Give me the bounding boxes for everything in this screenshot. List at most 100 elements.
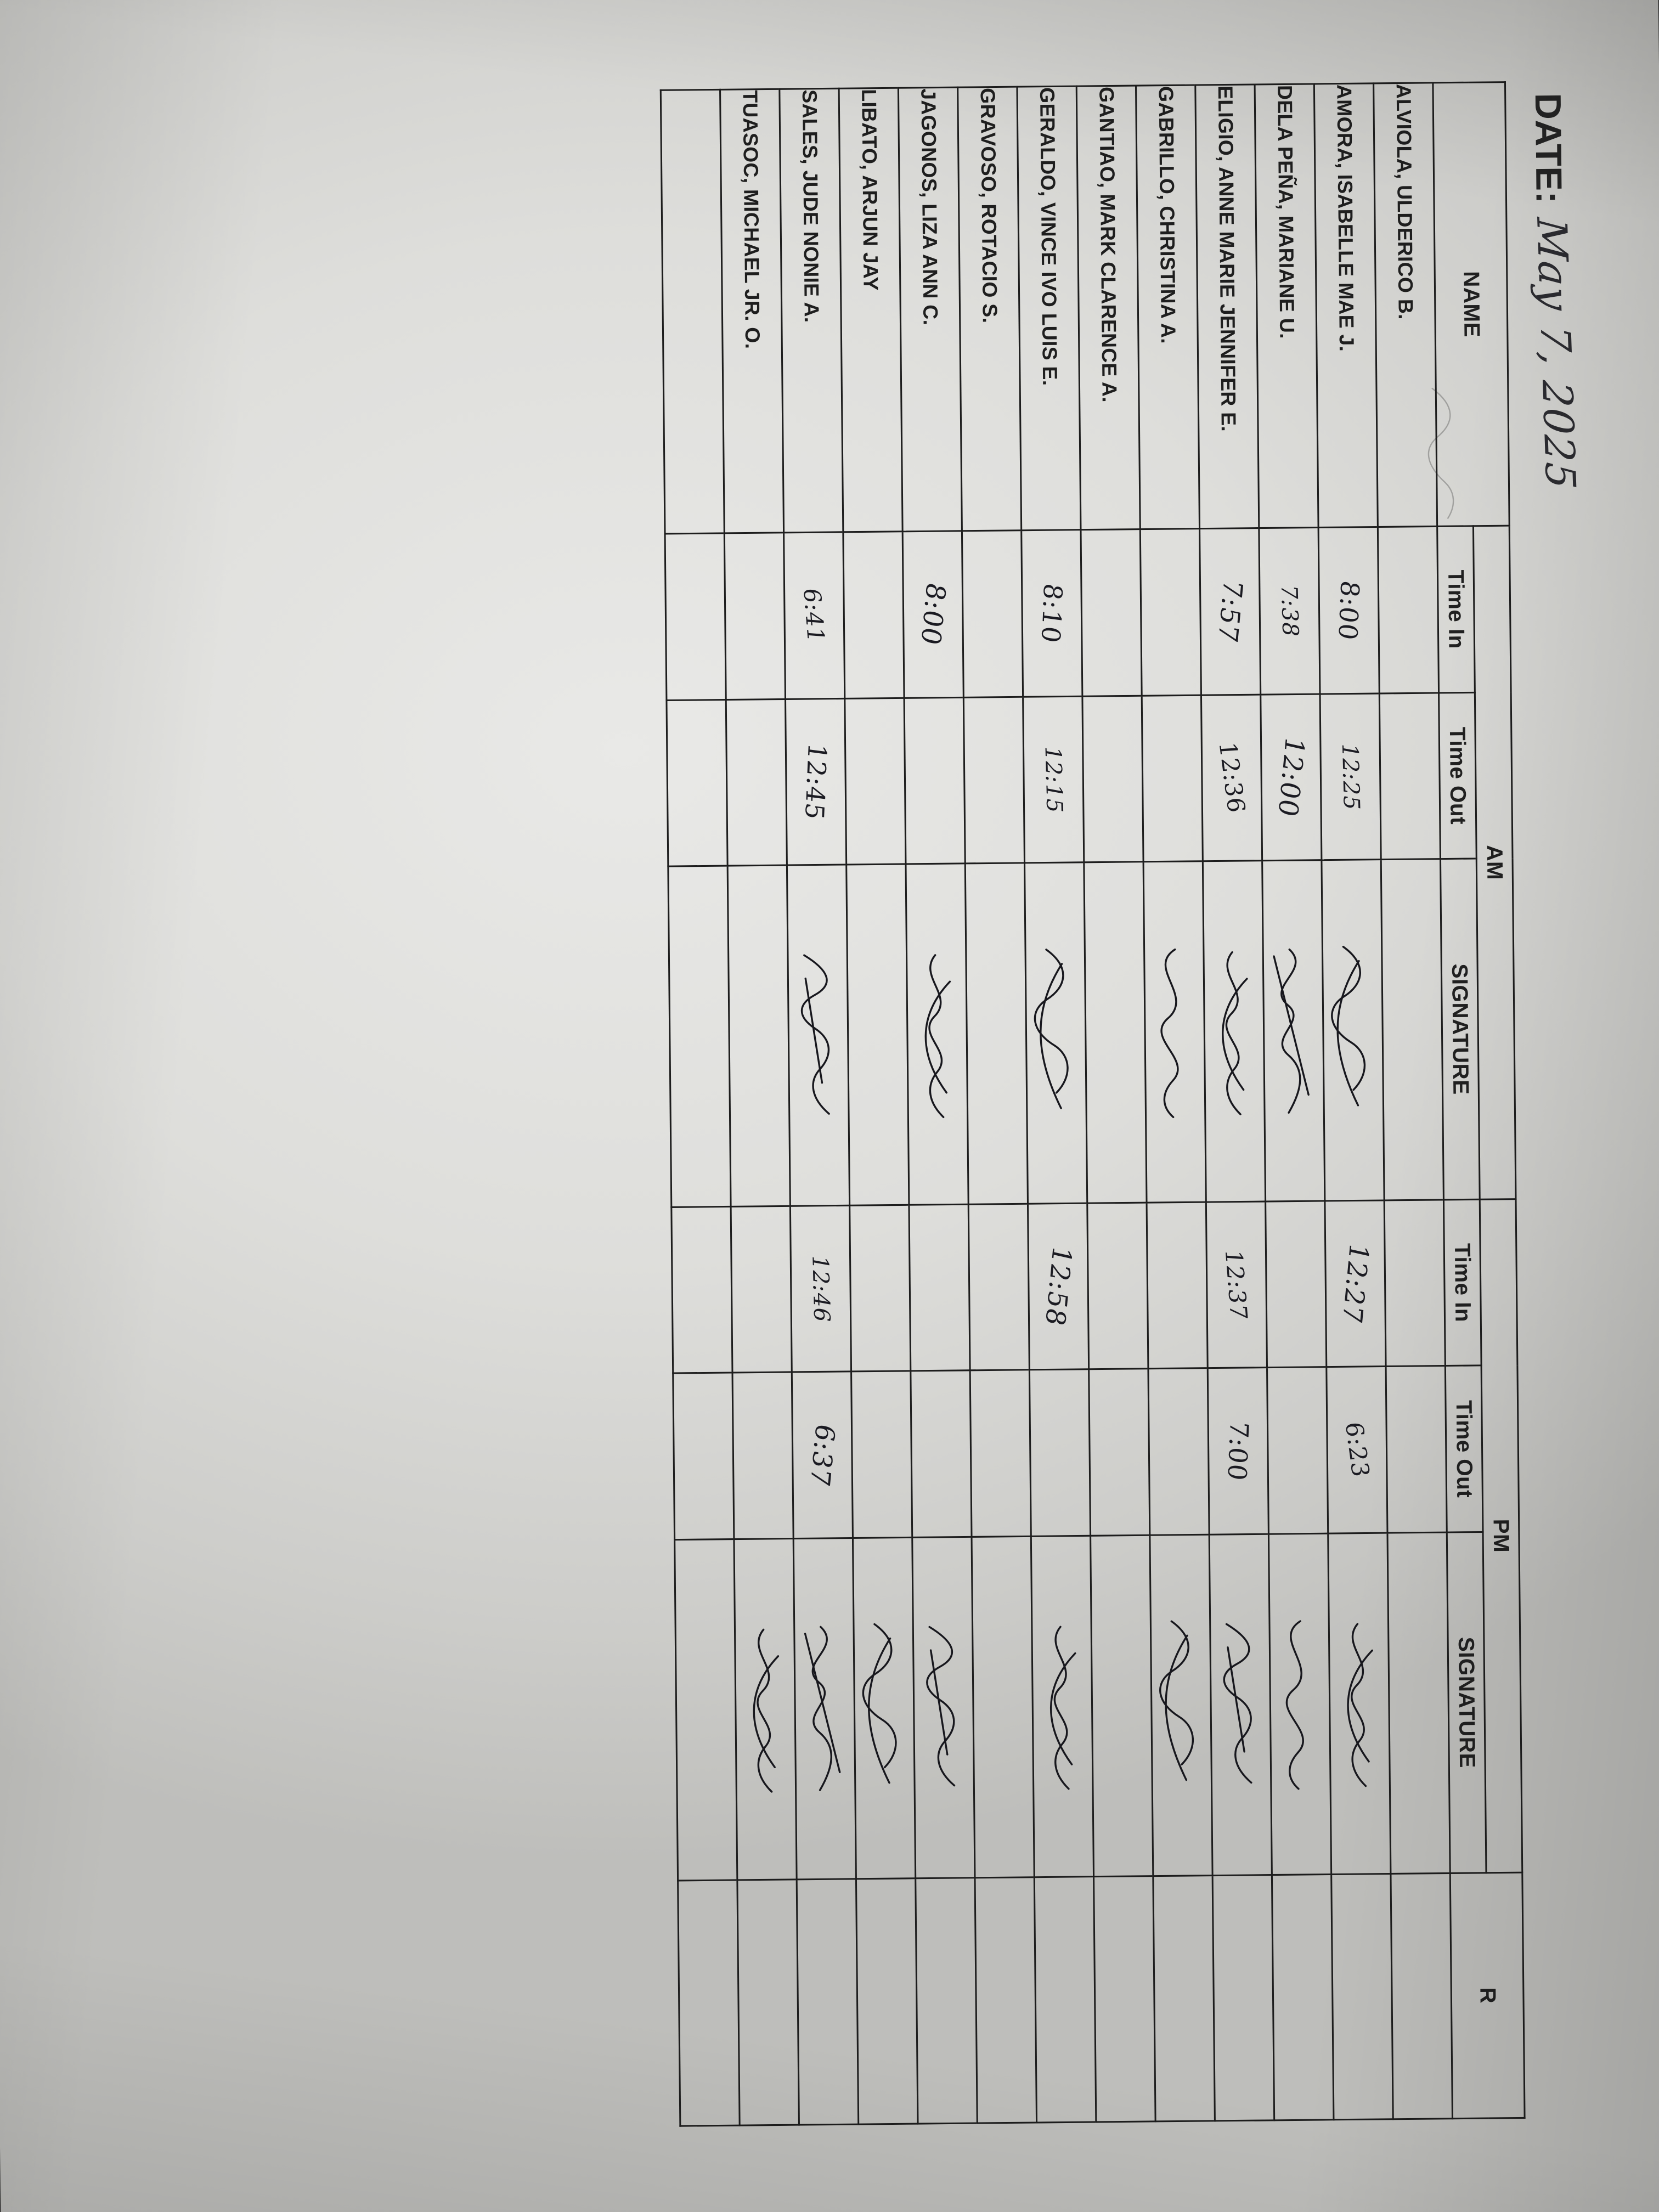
- cell-pm-out: [1386, 1365, 1447, 1533]
- handwritten-time: 7:38: [1276, 582, 1304, 640]
- cell-pm-out: 6:37: [792, 1372, 853, 1539]
- handwritten-signature: [1273, 1612, 1326, 1796]
- cell-am-sig: [1262, 860, 1325, 1201]
- cell-am-sig: [787, 865, 850, 1206]
- handwritten-signature: [1327, 938, 1379, 1122]
- cell-am-out: [844, 697, 906, 865]
- cell-am-in: [724, 532, 786, 700]
- header-name: NAME: [1432, 82, 1510, 527]
- cell-pm-out: [910, 1370, 972, 1538]
- handwritten-signature: [1029, 941, 1082, 1125]
- handwritten-time: 12:45: [799, 742, 833, 822]
- cell-remarks: [1212, 1875, 1274, 2121]
- cell-remarks: [856, 1878, 918, 2125]
- cell-pm-sig: [1149, 1534, 1213, 1876]
- cell-am-out: [963, 696, 1025, 864]
- document-rotated-plane: DATE: May 7, 2025 NAME AM: [14, 27, 1645, 2185]
- cell-remarks: [1331, 1874, 1393, 2120]
- cell-am-in: [962, 530, 1023, 697]
- cell-pm-sig: [1090, 1535, 1153, 1877]
- cell-remarks: [1153, 1875, 1215, 2121]
- cell-am-out: [1379, 692, 1441, 860]
- cell-pm-in: [909, 1204, 970, 1372]
- cell-pm-in: 12:46: [790, 1205, 851, 1373]
- cell-name: JAGONOS, LIZA ANN C.: [898, 87, 962, 532]
- handwritten-time: 8:10: [1035, 581, 1068, 645]
- cell-pm-out: [1029, 1369, 1091, 1537]
- handwritten-time: 12:00: [1272, 734, 1311, 821]
- handwritten-time: 12:25: [1336, 741, 1364, 812]
- cell-am-out: 12:15: [1023, 696, 1084, 864]
- header-am-signature: SIGNATURE: [1440, 859, 1480, 1200]
- handwritten-signature: [911, 943, 963, 1126]
- cell-name: TUASOC, MICHAEL JR. O.: [720, 89, 784, 533]
- header-remarks: R: [1450, 1872, 1525, 2119]
- cell-pm-sig: [1031, 1536, 1094, 1877]
- cell-am-sig: [727, 865, 791, 1207]
- cell-name: GABRILLO, CHRISTINA A.: [1136, 85, 1200, 529]
- cell-am-sig: [965, 863, 1028, 1205]
- cell-pm-in: [1384, 1199, 1446, 1367]
- handwritten-time: 7:57: [1211, 577, 1249, 646]
- cell-pm-out: [970, 1370, 1031, 1537]
- cell-pm-in: [1265, 1200, 1327, 1368]
- header-pm-time-in: Time In: [1443, 1199, 1482, 1366]
- cell-pm-in: 12:58: [1028, 1203, 1089, 1370]
- cell-pm-out: 6:23: [1326, 1366, 1387, 1534]
- cell-am-in: [1080, 529, 1142, 696]
- handwritten-time: 12:58: [1039, 1243, 1077, 1330]
- cell-pm-in: [1087, 1202, 1148, 1370]
- cell-pm-out: [673, 1373, 734, 1540]
- handwritten-time: 12:46: [806, 1253, 835, 1325]
- date-value-handwritten: May 7, 2025: [1527, 216, 1584, 492]
- header-am-time-out: Time Out: [1438, 692, 1477, 859]
- cell-remarks: [1272, 1874, 1334, 2120]
- pencil-doodle: [1427, 387, 1454, 519]
- cell-am-sig: [1143, 861, 1206, 1203]
- cell-am-out: [726, 699, 787, 866]
- cell-am-out: [1082, 695, 1144, 863]
- header-pm-signature: SIGNATURE: [1447, 1532, 1487, 1874]
- cell-pm-out: [1088, 1369, 1150, 1536]
- cell-pm-sig: [972, 1536, 1035, 1878]
- cell-name: SALES, JUDE NONIE A.: [779, 88, 843, 533]
- cell-pm-sig: [674, 1539, 737, 1881]
- cell-remarks: [678, 1880, 740, 2126]
- cell-pm-in: [671, 1206, 733, 1374]
- cell-pm-sig: [853, 1537, 916, 1879]
- handwritten-signature: [1214, 1613, 1267, 1797]
- cell-am-in: [665, 533, 726, 701]
- cell-name: [661, 89, 725, 534]
- handwritten-signature: [792, 944, 844, 1127]
- cell-am-sig: [668, 866, 731, 1207]
- handwritten-signature: [1036, 1615, 1088, 1798]
- cell-name: ALVIOLA, ULDERICO B.: [1373, 82, 1437, 527]
- header-am: AM: [1473, 526, 1516, 1200]
- cell-remarks: [1093, 1876, 1156, 2122]
- attendance-table: NAME AM PM R Time In Time Out SIGNATURE …: [660, 81, 1526, 2127]
- cell-am-in: 6:41: [783, 532, 845, 699]
- handwritten-time: 7:00: [1222, 1419, 1255, 1483]
- cell-pm-in: 12:27: [1324, 1200, 1386, 1368]
- cell-pm-in: [849, 1205, 911, 1372]
- cell-pm-sig: [1268, 1533, 1331, 1875]
- handwritten-time: 6:23: [1339, 1421, 1375, 1479]
- cell-name: ELIGIO, ANNE MARIE JENNIFER E.: [1195, 84, 1259, 529]
- cell-am-in: [843, 531, 905, 699]
- handwritten-time: 12:37: [1220, 1249, 1254, 1321]
- cell-remarks: [737, 1879, 799, 2126]
- handwritten-signature: [917, 1616, 970, 1799]
- cell-pm-in: [731, 1206, 792, 1373]
- handwritten-time: 12:15: [1040, 743, 1068, 816]
- cell-am-out: 12:00: [1260, 693, 1322, 861]
- cell-am-in: [1378, 526, 1439, 693]
- cell-remarks: [974, 1877, 1037, 2124]
- cell-am-sig: [846, 864, 909, 1206]
- handwritten-signature: [1333, 1612, 1386, 1796]
- header-am-time-in: Time In: [1437, 526, 1475, 693]
- handwritten-time: 12:27: [1336, 1240, 1375, 1327]
- cell-name: AMORA, ISABELLE MAE J.: [1314, 83, 1378, 528]
- handwritten-time: 8:00: [915, 580, 951, 649]
- cell-am-in: 8:00: [1318, 527, 1380, 694]
